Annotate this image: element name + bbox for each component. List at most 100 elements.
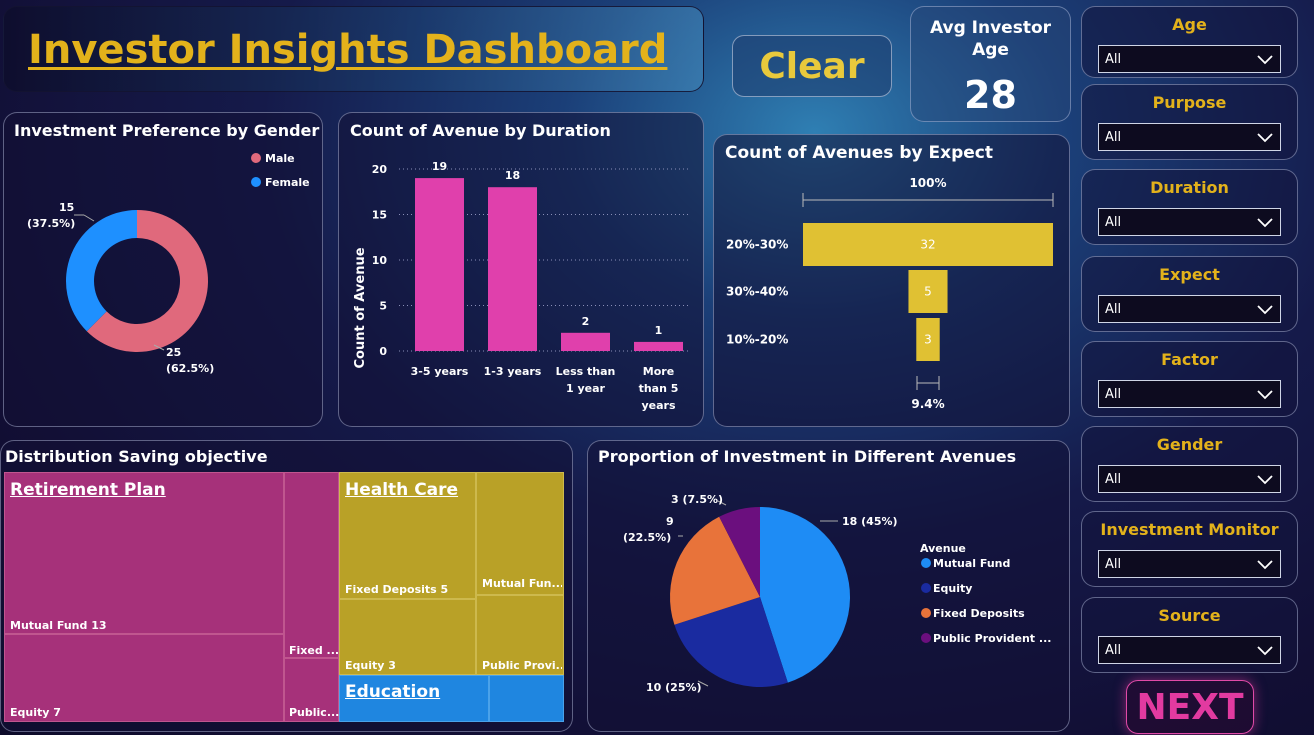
treemap-cell[interactable]	[476, 472, 564, 595]
treemap-label: Public Provi...	[482, 659, 562, 672]
next-button[interactable]: NEXT	[1126, 680, 1254, 734]
treemap-cell[interactable]	[284, 472, 339, 658]
pie-leader-line	[697, 680, 709, 687]
x-tick-label: More	[643, 365, 674, 378]
clear-button[interactable]: Clear	[732, 35, 892, 97]
avg-age-card: Avg Investor Age 28	[910, 6, 1071, 122]
chevron-down-icon	[1257, 55, 1273, 65]
donut-slice-male	[86, 210, 209, 352]
slicer-dropdown[interactable]: All	[1098, 45, 1281, 73]
duration-chart-title: Count of Avenue by Duration	[350, 121, 611, 140]
slicer-dropdown[interactable]: All	[1098, 380, 1281, 408]
legend-male-marker	[251, 153, 261, 163]
slicer-value: All	[1105, 52, 1122, 67]
y-tick-label: 15	[372, 209, 387, 222]
pie-leader-line	[717, 500, 727, 506]
treemap-label: Public...	[289, 706, 339, 719]
chevron-down-icon	[1257, 133, 1273, 143]
treemap-label: Equity 3	[345, 659, 396, 672]
slicer-value: All	[1105, 472, 1122, 487]
pie-data-label: 10 (25%)	[646, 681, 702, 694]
funnel-bar	[916, 318, 940, 361]
chevron-down-icon	[1257, 390, 1273, 400]
slicer-label: Duration	[1150, 178, 1229, 197]
slicer-purpose: Purpose All	[1081, 84, 1298, 160]
duration-y-axis-title: Count of Avenue	[353, 247, 368, 368]
chevron-down-icon	[1257, 305, 1273, 315]
avenue-pie-slice	[670, 516, 760, 625]
legend-male-label: Male	[265, 152, 295, 165]
treemap-cell[interactable]	[476, 595, 564, 675]
bar-data-label: 1	[655, 324, 663, 337]
slicer-dropdown[interactable]: All	[1098, 550, 1281, 578]
chevron-down-icon	[1257, 475, 1273, 485]
avenue-pie-slice	[719, 507, 760, 597]
slicer-age: Age All	[1081, 6, 1298, 78]
slicer-investment-monitor: Investment Monitor All	[1081, 511, 1298, 587]
x-tick-label: 1 year	[566, 382, 606, 395]
avenue-pie-chart: Avenue 18 (45%) 10 (25%) 9 (22.5%) 3 (7.5%) M…	[623, 493, 1051, 694]
expect-chart-title: Count of Avenues by Expect	[725, 143, 993, 163]
slicer-source: Source All	[1081, 597, 1298, 673]
treemap-cell[interactable]	[4, 472, 284, 634]
bar-data-label: 2	[582, 315, 590, 328]
slicer-dropdown[interactable]: All	[1098, 123, 1281, 151]
slicer-dropdown[interactable]: All	[1098, 295, 1281, 323]
slicer-expect: Expect All	[1081, 256, 1298, 332]
funnel-data-label: 32	[920, 238, 935, 252]
expect-funnel-chart: 100% 32 20%-30% 5 30%-40% 3 10%-20% 9.4%	[726, 176, 1054, 411]
slicer-gender: Gender All	[1081, 426, 1298, 502]
slicer-value: All	[1105, 387, 1122, 402]
avg-age-value: 28	[964, 73, 1017, 117]
treemap-group-education[interactable]: Education	[345, 682, 441, 702]
slicer-value: All	[1105, 215, 1122, 230]
slicer-label: Source	[1158, 606, 1221, 625]
donut-slice-female	[66, 210, 137, 332]
funnel-bar	[908, 270, 948, 313]
funnel-category-label: 30%-40%	[726, 285, 788, 299]
dashboard-title: Investor Insights Dashboard	[28, 27, 668, 73]
saving-objective-title: Distribution Saving objective	[5, 447, 268, 466]
funnel-bottom-label: 9.4%	[911, 397, 944, 411]
y-tick-label: 0	[379, 345, 387, 358]
gender-chart-title: Investment Preference by Gender	[14, 121, 320, 140]
treemap-cell[interactable]	[4, 634, 284, 722]
saving-objective-card: Distribution Saving objective Retirement…	[0, 440, 573, 732]
treemap-group-retirement[interactable]: Retirement Plan	[10, 480, 166, 500]
slicer-dropdown[interactable]: All	[1098, 465, 1281, 493]
treemap-group-health-care[interactable]: Health Care	[345, 480, 459, 500]
treemap-label: Mutual Fund 13	[10, 619, 107, 632]
saving-objective-treemap: Retirement Plan Mutual Fund 13 Equity 7 …	[4, 472, 564, 722]
avenue-legend-marker	[921, 608, 931, 618]
y-tick-label: 10	[372, 254, 388, 267]
avenue-pie-card: Proportion of Investment in Different Av…	[587, 440, 1070, 732]
treemap-label: Fixed Deposits 5	[345, 583, 449, 596]
title-card: Investor Insights Dashboard	[3, 6, 704, 92]
treemap-cell[interactable]	[489, 675, 564, 722]
avenue-legend-label: Public Provident ...	[933, 632, 1051, 645]
x-tick-label: than 5	[639, 382, 679, 395]
avenue-legend-label: Equity	[933, 582, 972, 595]
slicer-label: Investment Monitor	[1100, 520, 1279, 539]
treemap-cell[interactable]	[284, 658, 339, 722]
avenue-pie-slice	[760, 507, 851, 683]
bar-data-label: 19	[432, 160, 447, 173]
funnel-data-label: 3	[924, 333, 932, 347]
slicer-value: All	[1105, 643, 1122, 658]
duration-bar	[561, 332, 610, 351]
funnel-category-label: 20%-30%	[726, 238, 788, 252]
duration-bar-chart: Count of Avenue 0 5 10 15 20 19 3-5 years 18 1-3…	[353, 160, 691, 412]
duration-bar	[415, 178, 464, 351]
slicer-dropdown[interactable]: All	[1098, 636, 1281, 664]
slicer-duration: Duration All	[1081, 169, 1298, 245]
treemap-label: Equity 7	[10, 706, 61, 719]
treemap-cell[interactable]	[339, 472, 476, 599]
avenue-legend-marker	[921, 583, 931, 593]
slicer-label: Expect	[1159, 265, 1220, 284]
treemap-cell[interactable]	[339, 675, 489, 722]
chevron-down-icon	[1257, 218, 1273, 228]
treemap-cell[interactable]	[339, 599, 476, 675]
slicer-label: Gender	[1156, 435, 1223, 454]
slicer-dropdown[interactable]: All	[1098, 208, 1281, 236]
slicer-factor: Factor All	[1081, 341, 1298, 417]
